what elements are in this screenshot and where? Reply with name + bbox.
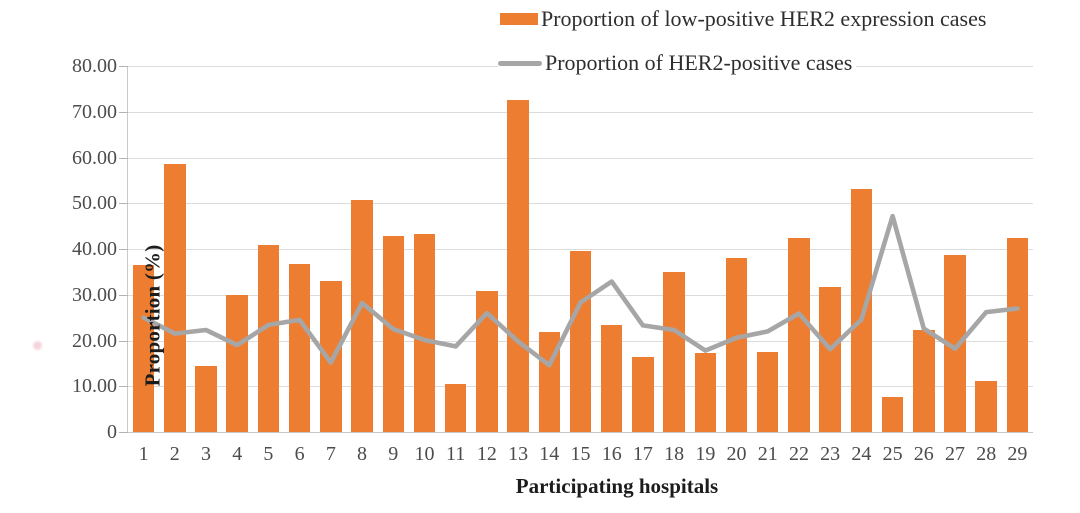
bar-hospital-16: [600, 325, 623, 432]
x-axis-tick-label: 14: [539, 443, 560, 465]
y-axis-tick-label: 30.00: [72, 283, 117, 306]
x-axis-tick-label: 29: [1007, 443, 1028, 465]
bar-hospital-3: [195, 366, 217, 432]
legend-item-her2-positive: Proportion of HER2-positive cases: [498, 48, 857, 78]
x-axis-tick-label: 18: [664, 443, 685, 465]
bar-hospital-10: [413, 234, 436, 432]
bar-hospital-12: [476, 290, 498, 432]
legend-bar-swatch-icon: [500, 13, 538, 25]
x-axis-tick-label: 13: [508, 443, 529, 465]
bar-hospital-24: [850, 189, 873, 432]
gridline: [128, 249, 1033, 250]
y-axis-title: Proportion (%): [140, 244, 165, 387]
x-axis-tick-label: 1: [138, 443, 149, 465]
x-axis-tick-label: 22: [788, 443, 809, 465]
legend-item-label: Proportion of low-positive HER2 expressi…: [541, 6, 987, 31]
legend-line-swatch-icon: [498, 60, 542, 66]
x-axis-tick-label: 3: [201, 443, 212, 465]
y-axis-tick-label: 70.00: [72, 100, 117, 123]
bar-hospital-18: [663, 272, 685, 432]
x-axis-tick-label: 19: [695, 443, 716, 465]
x-axis-title: Participating hospitals: [515, 474, 719, 498]
gridline: [128, 203, 1033, 205]
x-axis-tick-label: 17: [632, 443, 653, 465]
y-axis-tick: [119, 294, 128, 296]
bar-hospital-2: [164, 163, 186, 432]
bar-hospital-21: [756, 351, 779, 432]
gridline: [128, 111, 1033, 113]
x-axis-tick-label: 11: [446, 443, 466, 465]
bar-hospital-9: [382, 235, 404, 432]
x-axis-tick-label: 8: [357, 443, 368, 465]
x-axis-tick-label: 25: [882, 443, 903, 465]
x-axis-tick-label: 23: [820, 443, 841, 465]
gridline: [128, 157, 1033, 159]
y-axis-tick-label: 60.00: [72, 146, 117, 169]
x-axis-tick-label: 15: [570, 443, 591, 465]
bar-hospital-22: [788, 238, 810, 432]
y-axis-tick: [119, 157, 128, 159]
x-axis-tick-label: 21: [757, 443, 778, 465]
y-axis-tick: [119, 249, 128, 250]
bar-hospital-7: [320, 281, 342, 432]
bar-hospital-23: [819, 287, 841, 432]
her2-positive-line-layer: [141, 213, 1020, 368]
x-axis-tick-label: 27: [944, 443, 965, 465]
bar-hospital-26: [913, 329, 935, 432]
legend-item-low-positive: Proportion of low-positive HER2 expressi…: [500, 4, 991, 34]
x-axis-tick-label: 4: [232, 443, 243, 465]
y-axis-tick-label: 50.00: [72, 192, 117, 215]
y-axis-tick-label: 80.00: [72, 55, 117, 77]
bar-hospital-13: [507, 99, 529, 432]
y-axis-tick: [119, 66, 128, 67]
x-axis-tick-label: 12: [476, 443, 497, 465]
bar-hospital-19: [694, 353, 717, 432]
x-axis-tick-label: 24: [851, 443, 872, 465]
y-axis-tick-label: 40.00: [72, 238, 117, 260]
bar-hospital-27: [944, 254, 966, 432]
y-axis-tick: [119, 386, 128, 388]
her2-positive-line: [141, 213, 1020, 368]
y-axis-tick-label: 20.00: [72, 329, 117, 352]
x-axis-tick-label: 28: [976, 443, 997, 465]
y-axis-tick: [119, 432, 128, 433]
bar-hospital-11: [444, 383, 467, 432]
y-axis-tick: [119, 203, 128, 205]
x-axis-tick-label: 2: [169, 443, 180, 465]
bar-hospital-4: [226, 295, 248, 432]
bar-hospital-17: [632, 356, 654, 432]
y-axis-tick: [119, 111, 128, 113]
x-axis-tick-label: 9: [388, 443, 399, 465]
x-axis-tick-label: 20: [726, 443, 747, 465]
bar-hospital-29: [1006, 237, 1029, 432]
x-axis-tick-label: 5: [263, 443, 274, 465]
x-axis-tick-label: 16: [601, 443, 622, 465]
y-axis-tick: [119, 340, 128, 342]
x-axis-tick-label: 7: [325, 443, 336, 465]
x-axis-tick-label: 10: [414, 443, 435, 465]
x-axis-tick-label: 26: [913, 443, 934, 465]
bar-hospital-1: [132, 264, 155, 432]
bar-hospital-5: [257, 244, 280, 432]
bar-hospital-6: [288, 264, 311, 432]
bar-hospital-28: [975, 380, 997, 432]
bar-hospital-20: [725, 257, 748, 432]
bar-hospital-25: [881, 396, 904, 432]
plot-area: Proportion (%): [119, 66, 1033, 433]
pink-scan-artifact: [33, 341, 42, 350]
x-axis-tick-label: 6: [294, 443, 305, 465]
bar-hospital-8: [351, 199, 373, 432]
y-axis-tick-label: 10.00: [72, 375, 117, 398]
y-axis-tick-label: 0: [107, 421, 117, 443]
legend-item-label: Proportion of HER2-positive cases: [545, 50, 853, 75]
x-axis-line: [122, 432, 1033, 433]
